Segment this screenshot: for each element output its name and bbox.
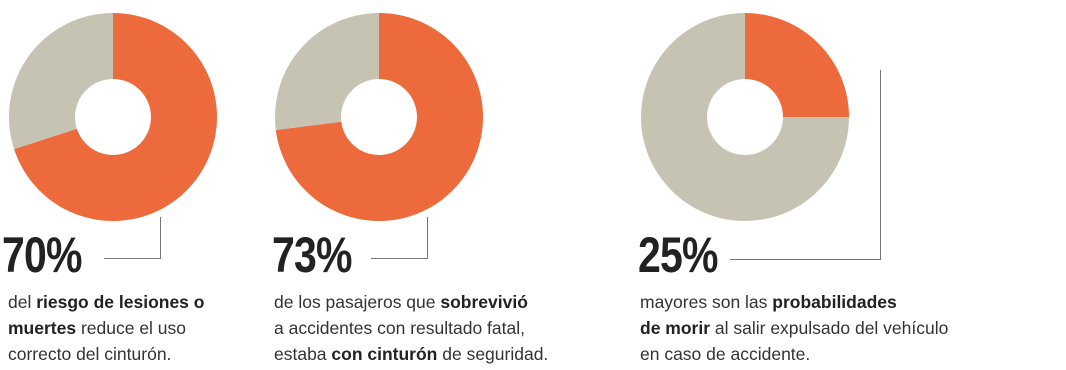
- description-text: al salir expulsado del vehículo: [710, 318, 949, 338]
- description-text: de seguridad.: [437, 344, 549, 364]
- percent-value-3: 25%: [638, 227, 718, 283]
- description-text: de los pasajeros que: [274, 292, 441, 312]
- leader-line-2: [371, 217, 428, 259]
- donut-2-hole: [341, 79, 417, 155]
- description-highlight: de morir: [640, 318, 711, 338]
- description-2: de los pasajeros que sobrevivió a acciden…: [274, 289, 548, 367]
- description-highlight: sobrevivió: [440, 292, 528, 312]
- leader-line-3: [730, 70, 881, 260]
- leader-line-1: [104, 217, 161, 259]
- description-text: a accidentes con resultado fatal,: [274, 318, 525, 338]
- percent-value-2: 73%: [272, 227, 352, 283]
- description-text: estaba: [274, 344, 332, 364]
- percent-value-1: 70%: [2, 227, 82, 283]
- description-text: reduce el uso: [76, 318, 187, 338]
- description-highlight: con cinturón: [331, 344, 438, 364]
- description-text: en caso de accidente.: [640, 344, 811, 364]
- description-1: del riesgo de lesiones o muertes reduce e…: [8, 289, 204, 367]
- description-highlight: muertes: [8, 318, 77, 338]
- description-text: mayores son las: [640, 292, 773, 312]
- description-3: mayores son las probabilidades de morir a…: [640, 289, 948, 367]
- donut-3-hole: [707, 79, 783, 155]
- donut-1-hole: [75, 79, 151, 155]
- description-highlight: riesgo de lesiones o: [36, 292, 205, 312]
- description-text: del: [8, 292, 37, 312]
- description-text: correcto del cinturón.: [8, 344, 172, 364]
- description-highlight: probabilidades: [772, 292, 897, 312]
